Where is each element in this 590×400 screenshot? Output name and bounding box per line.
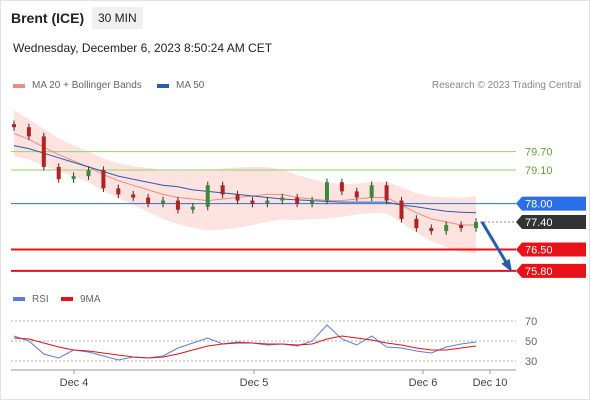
- level-lines: [11, 151, 516, 272]
- x-tick-label-3: Dec 10: [473, 377, 508, 389]
- ma20-swatch: [13, 83, 25, 88]
- rsi-tick-30: 30: [525, 356, 537, 368]
- candle-body: [205, 185, 210, 207]
- candle-body: [220, 185, 225, 195]
- rsi-legend-label-1: 9MA: [80, 294, 101, 305]
- level-tag-75.80: [516, 263, 586, 278]
- legend-ma20-label: MA 20 + Bollinger Bands: [32, 80, 142, 91]
- candle-body: [26, 127, 31, 137]
- level-label-78.00: 78.00: [525, 199, 553, 211]
- candles: [12, 120, 478, 235]
- candle-body: [146, 197, 151, 204]
- candle-body: [86, 170, 91, 177]
- candle-body: [414, 218, 419, 229]
- candle-body: [295, 197, 300, 204]
- candle-body: [354, 191, 359, 198]
- candle-body: [116, 188, 121, 195]
- candle-body: [429, 228, 434, 232]
- level-tag-77.40: [516, 214, 586, 229]
- level-label-75.80: 75.80: [525, 266, 553, 278]
- candle-body: [265, 200, 270, 204]
- level-label-79.70: 79.70: [525, 147, 553, 159]
- candle-body: [399, 200, 404, 219]
- candle-body: [459, 225, 464, 229]
- rsi-legend-swatch-0: [13, 297, 25, 301]
- candle-body: [280, 197, 285, 201]
- rsi-legend-label-0: RSI: [32, 294, 49, 305]
- candle-body: [384, 185, 389, 201]
- level-label-79.10: 79.10: [525, 165, 553, 177]
- level-tag-78.00: [516, 196, 586, 211]
- candle-body: [444, 225, 449, 232]
- legend-ma50-label: MA 50: [176, 80, 205, 91]
- ma50-swatch: [157, 83, 169, 88]
- rsi-legend-swatch-1: [61, 297, 73, 301]
- candle-body: [324, 182, 329, 201]
- x-axis: Dec 4 Dec 5 Dec 6 Dec 10: [11, 369, 516, 389]
- timeframe-button[interactable]: 30 MIN: [92, 7, 143, 29]
- level-tag-76.50: [516, 242, 586, 257]
- candle-body: [101, 170, 106, 189]
- copyright: Research © 2023 Trading Central: [431, 80, 581, 91]
- ma50-line: [13, 145, 477, 214]
- candle-body: [71, 176, 76, 180]
- level-label-76.50: 76.50: [525, 244, 553, 256]
- level-label-77.40: 77.40: [525, 217, 553, 229]
- forecast-arrow: [480, 221, 513, 273]
- level-labels: 79.70 79.10 78.00 77.40 76.50 75.80: [516, 147, 586, 278]
- forecast-arrow-shaft: [480, 221, 512, 270]
- candle-body: [474, 221, 478, 229]
- candle-body: [12, 124, 16, 128]
- moving-averages: [13, 132, 477, 226]
- datetime-label: Wednesday, December 6, 2023 8:50:24 AM C…: [13, 41, 273, 55]
- candle-body: [310, 200, 315, 204]
- bollinger-bands: [14, 110, 476, 254]
- x-tick-label-1: Dec 5: [240, 377, 269, 389]
- instrument-title: Brent (ICE): [11, 10, 85, 26]
- candle-body: [339, 182, 344, 192]
- legend-ma50: MA 50: [157, 80, 204, 91]
- candle-body: [56, 166, 61, 180]
- candle-body: [369, 185, 374, 198]
- rsi-tick-50: 50: [525, 336, 537, 348]
- candle-body: [190, 206, 195, 210]
- candle-body: [175, 200, 180, 210]
- legend-ma20: MA 20 + Bollinger Bands: [13, 80, 142, 91]
- x-tick-label-2: Dec 6: [409, 377, 438, 389]
- candle-body: [235, 194, 240, 201]
- bollinger-band-area: [14, 110, 476, 254]
- candle-body: [250, 200, 255, 204]
- rsi-tick-70: 70: [525, 316, 537, 328]
- forecast-arrow-head: [501, 258, 513, 273]
- rsi-9ma-line: [13, 335, 477, 359]
- candle-body: [131, 194, 136, 198]
- x-tick-label-0: Dec 4: [60, 377, 89, 389]
- candle-body: [41, 136, 46, 167]
- candle-body: [161, 200, 166, 204]
- rsi-panel: RSI 9MA 70 50 30: [11, 294, 537, 368]
